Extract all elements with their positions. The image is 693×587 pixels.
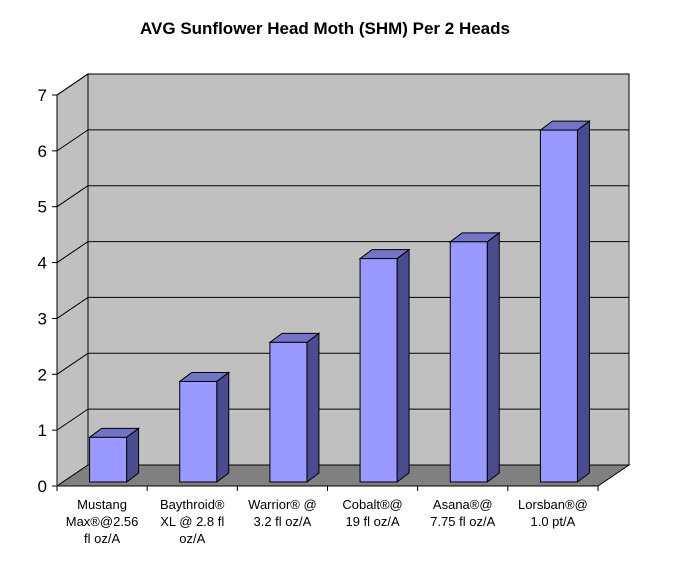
bar-side [576,120,590,483]
y-tick-label: 3 [38,309,47,328]
bar [358,248,411,483]
gridline-side [56,73,89,96]
bar [88,427,141,484]
bar-front [539,129,578,483]
x-tick-label: Asana®@ 7.75 fl oz/A [430,497,495,529]
x-tick-label: Mustang Max®@2.56 fl oz/A [66,497,139,546]
y-tick-label: 6 [38,142,47,161]
y-tick-label: 1 [38,421,47,440]
bar-side [306,332,320,483]
bar [448,231,501,483]
y-tick-label: 4 [38,254,47,273]
bar-front [359,258,398,483]
x-tick-label: Cobalt®@ 19 fl oz/A [342,497,402,529]
bar [178,371,231,483]
y-tick-label: 7 [38,86,47,105]
x-tick-label: Baythroid® XL @ 2.8 fl oz/A [160,497,225,546]
gridline-side [56,185,89,208]
y-tick-label: 0 [38,477,47,496]
gridlines [56,73,629,431]
bar-side [396,248,410,483]
chart-title: AVG Sunflower Head Moth (SHM) Per 2 Head… [140,19,510,38]
bars [88,120,591,484]
bar-front [179,380,218,483]
y-tick-label: 2 [38,365,47,384]
bar [538,120,591,483]
side-wall [56,73,89,487]
x-tick-label: Warrior® @3.2 fl oz/A [248,497,317,529]
bar-front [89,436,128,483]
bar-side [486,231,500,483]
bar [268,332,321,483]
bar-front [449,241,488,483]
y-tick-label: 5 [38,198,47,217]
bar-side [216,371,230,483]
axes [52,94,599,491]
x-tick-label: Lorsban®@ 1.0 pt/A [518,497,588,529]
y-tick-labels: 0 1 2 3 4 5 6 7 [38,86,47,496]
gridline-side [56,352,89,375]
gridline-side [56,297,89,319]
gridline-side [56,129,89,152]
gridline-side [56,241,89,263]
x-tick-labels: Mustang Max®@2.56 fl oz/A Baythroid® XL @ 2.… [66,497,588,546]
gridline-side [56,408,89,431]
bar-front [269,341,308,483]
